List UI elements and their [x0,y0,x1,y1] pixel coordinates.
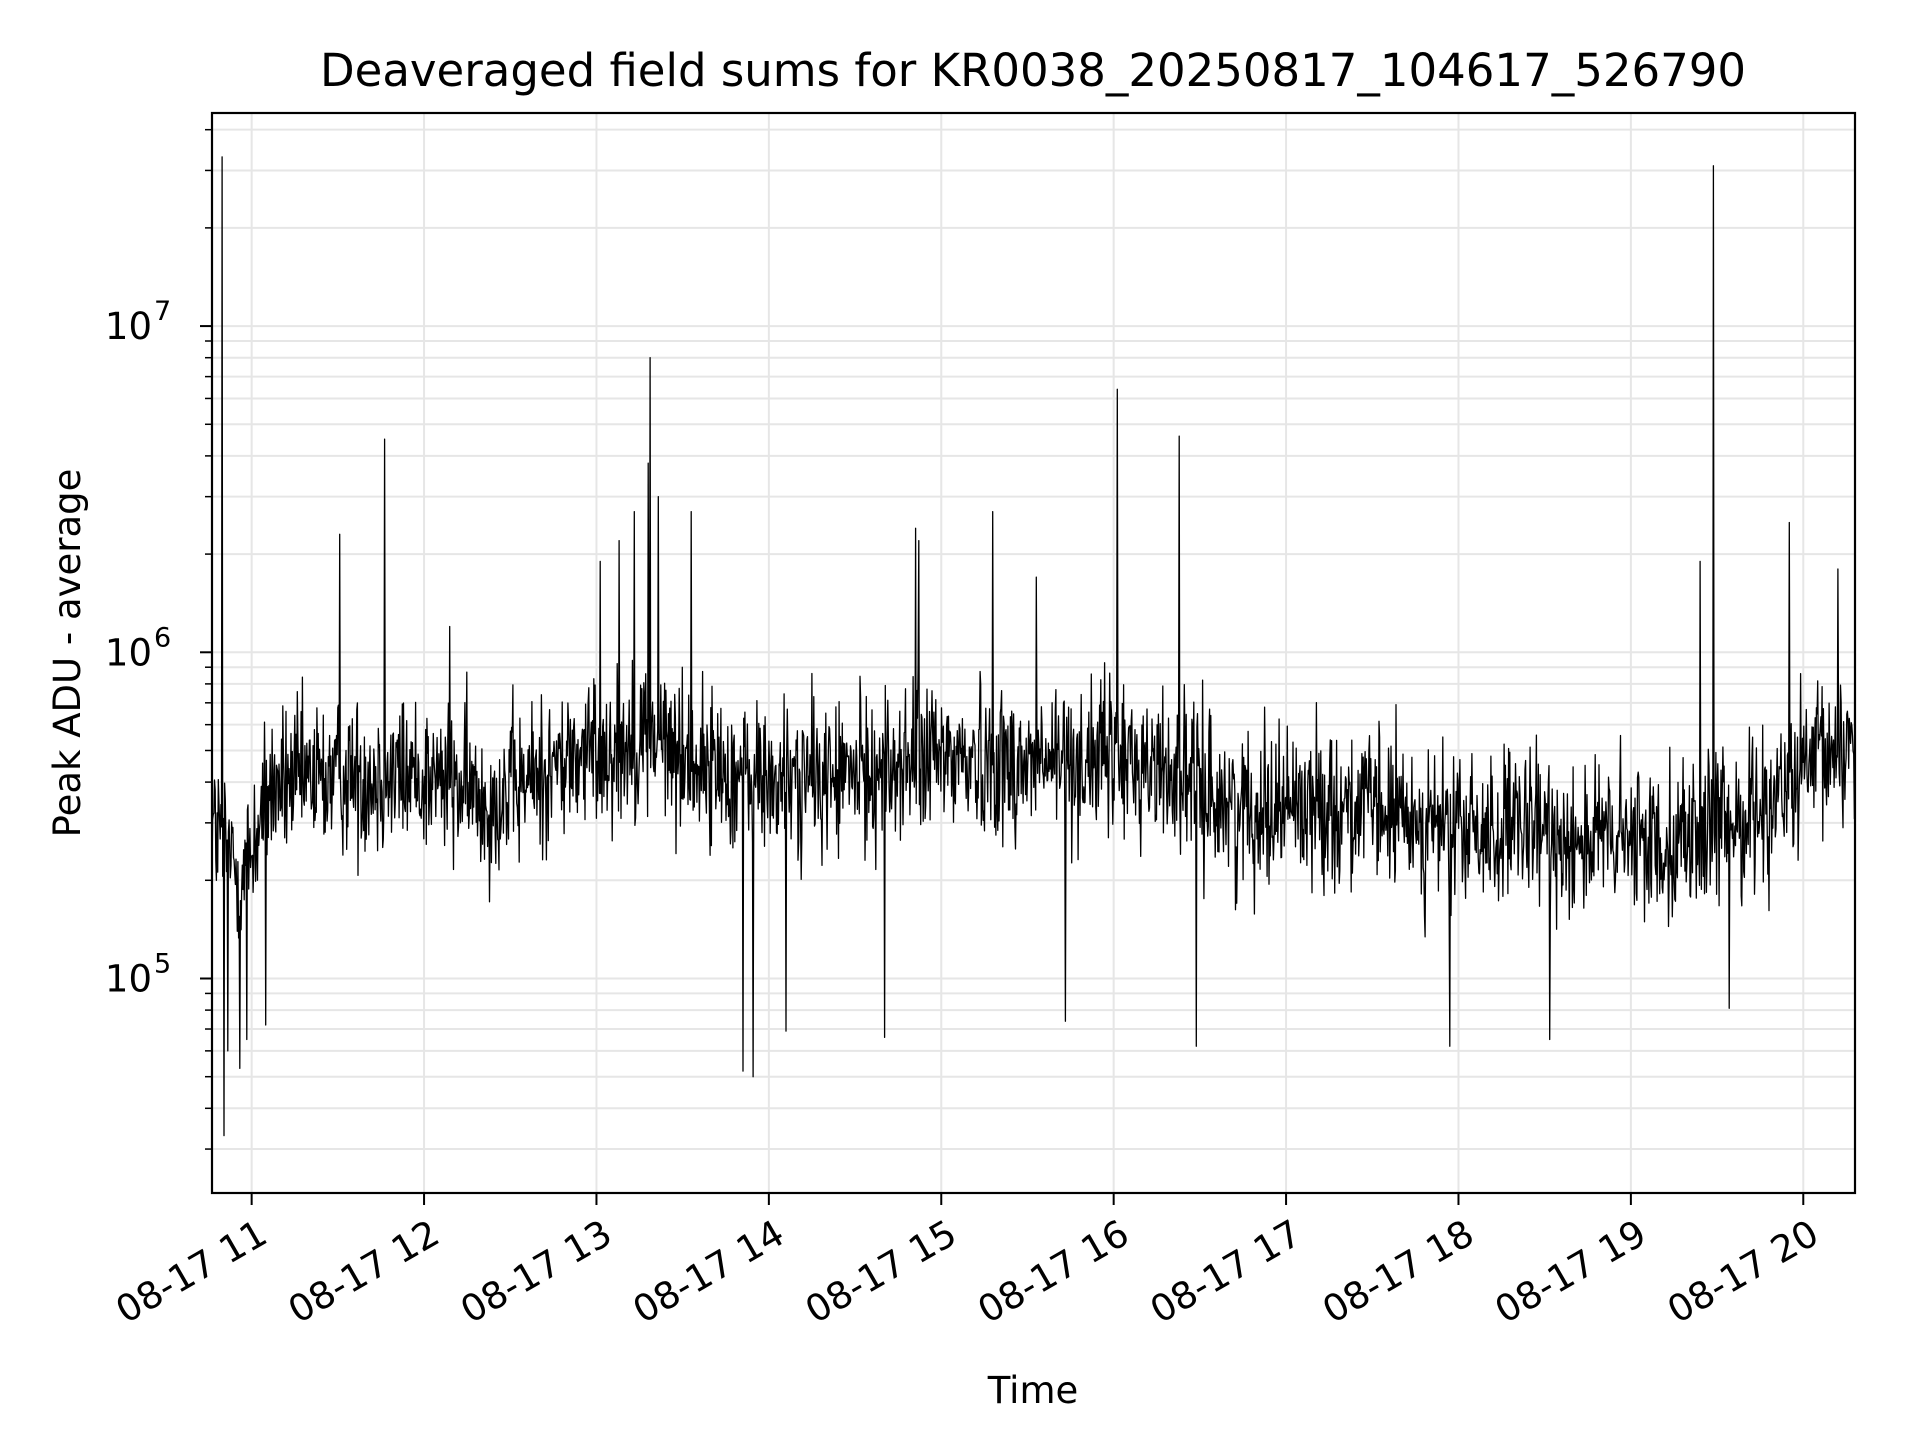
y-tick-exponent: 5 [154,948,171,979]
x-axis-label: Time [987,1369,1079,1412]
y-axis-label: Peak ADU - average [46,469,89,838]
y-tick-label: 10 [105,631,152,674]
chart-title: Deaveraged field sums for KR0038_2025081… [320,44,1746,97]
y-tick-exponent: 6 [154,622,171,653]
y-tick-exponent: 7 [154,296,171,327]
y-tick-label: 10 [105,957,152,1000]
data-series [211,156,1856,1137]
series-line [211,156,1856,1137]
y-tick-label: 10 [105,305,152,348]
